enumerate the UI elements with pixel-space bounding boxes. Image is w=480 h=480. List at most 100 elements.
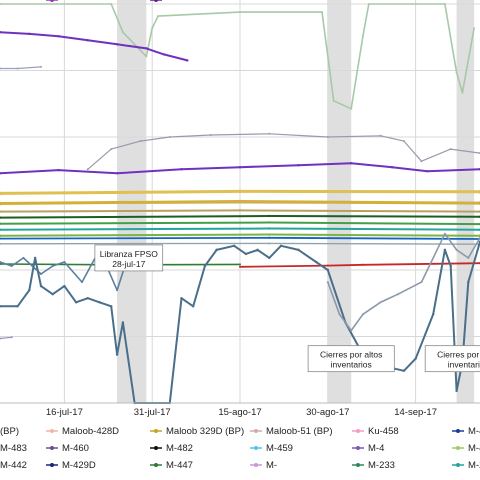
data-point xyxy=(455,71,458,74)
legend-label: M-482 xyxy=(166,443,193,454)
data-point xyxy=(63,284,66,288)
data-point xyxy=(467,280,470,284)
data-point xyxy=(443,232,446,235)
data-point xyxy=(16,305,19,308)
legend-marker xyxy=(356,463,360,467)
data-point xyxy=(110,305,113,308)
legend-label: M-233 xyxy=(368,460,395,471)
legend-marker xyxy=(154,429,158,433)
data-point xyxy=(379,134,382,137)
data-point xyxy=(168,136,171,139)
data-point xyxy=(22,256,25,259)
data-point xyxy=(326,281,329,284)
data-point xyxy=(151,27,154,30)
legend-marker xyxy=(456,446,460,450)
data-point xyxy=(397,293,400,296)
data-point xyxy=(0,201,2,206)
data-point xyxy=(268,132,271,135)
data-point xyxy=(86,297,90,300)
legend-label: M-4 xyxy=(368,443,384,454)
data-point xyxy=(145,47,148,50)
data-point xyxy=(121,31,124,34)
data-point xyxy=(0,337,1,340)
data-point xyxy=(379,301,382,304)
legend-marker xyxy=(456,463,460,467)
legend-label: M-341 xyxy=(0,0,27,3)
legend-marker xyxy=(154,446,158,450)
x-axis: 16-jul-17 31-jul-17 15-ago-17 30-ago-17 14-s… xyxy=(0,402,480,418)
legend-marker xyxy=(356,446,360,450)
legend-marker xyxy=(254,446,258,450)
data-point xyxy=(0,237,2,240)
data-point xyxy=(473,27,476,30)
data-point xyxy=(256,248,259,252)
annotation-box xyxy=(424,345,480,373)
data-point xyxy=(367,3,370,6)
data-point xyxy=(16,67,19,70)
data-point xyxy=(39,284,43,288)
data-point xyxy=(110,148,113,151)
data-point xyxy=(297,248,300,252)
data-point xyxy=(115,353,119,356)
data-point xyxy=(215,248,218,252)
data-point xyxy=(461,91,464,94)
legend-label: M-421 xyxy=(468,443,480,454)
data-point xyxy=(239,11,241,14)
legend-label: M-447 xyxy=(166,460,193,471)
data-point xyxy=(28,32,31,36)
data-point xyxy=(402,140,405,143)
data-point xyxy=(57,168,60,172)
legend-label: (BP) xyxy=(0,426,19,437)
data-point xyxy=(268,221,271,224)
data-point xyxy=(238,189,242,194)
legend-marker xyxy=(356,429,360,433)
series-line-17 xyxy=(0,241,480,404)
data-point xyxy=(0,260,1,263)
data-point xyxy=(455,389,458,393)
data-point xyxy=(268,227,271,230)
legend-label: M-442 xyxy=(0,460,27,471)
legend-label: M-4 xyxy=(166,0,182,3)
legend-label: Maloob 329D (BP) xyxy=(166,426,244,437)
data-point xyxy=(239,263,241,266)
data-point xyxy=(431,313,435,316)
data-point xyxy=(110,3,113,6)
legend-marker xyxy=(154,463,158,467)
data-point xyxy=(390,166,394,169)
data-point xyxy=(238,166,242,169)
data-point xyxy=(0,191,2,196)
data-point xyxy=(0,305,2,308)
data-point xyxy=(0,228,2,231)
data-point xyxy=(10,336,13,339)
x-tick-label: 16-jul-17 xyxy=(46,407,83,418)
annotation-text: Cierres por altos xyxy=(320,350,382,360)
data-point xyxy=(157,15,160,18)
data-point xyxy=(332,99,335,102)
data-point xyxy=(33,256,37,260)
data-point xyxy=(350,107,353,110)
legend-marker xyxy=(50,0,54,2)
data-point xyxy=(0,216,2,219)
data-point xyxy=(350,329,353,332)
legend-label: Maloob-428D xyxy=(62,426,119,437)
legend-label: M-460 xyxy=(62,443,89,454)
legend-marker xyxy=(254,429,258,433)
data-point xyxy=(326,264,329,267)
legend-label: M-205 xyxy=(468,460,480,471)
data-point xyxy=(326,268,330,272)
series-line-11 xyxy=(0,233,480,237)
data-point xyxy=(361,313,364,316)
data-point xyxy=(203,264,207,268)
data-point xyxy=(326,136,329,139)
series-line-0 xyxy=(0,3,475,110)
data-point xyxy=(28,288,31,292)
annotation-text: Libranza FPSO xyxy=(100,249,158,259)
data-point xyxy=(268,214,271,218)
data-point xyxy=(420,281,423,284)
data-point xyxy=(186,59,189,62)
data-point xyxy=(121,321,125,324)
data-point xyxy=(268,242,271,245)
